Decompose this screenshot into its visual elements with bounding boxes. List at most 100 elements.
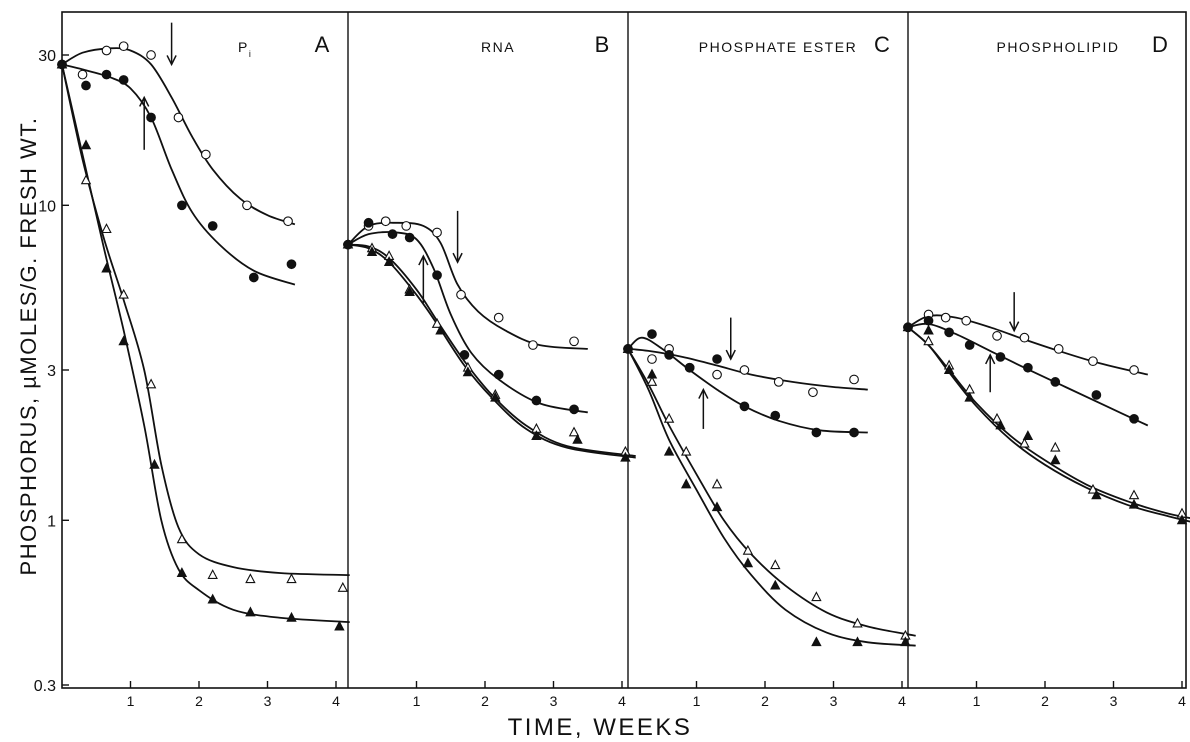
data-point-filled-triangle <box>620 451 631 462</box>
data-point-open-triangle <box>646 375 658 386</box>
data-point-open-circle <box>1053 344 1064 354</box>
panel-title: PHOSPHOLIPID <box>996 39 1119 55</box>
data-point-filled-circle <box>81 80 91 91</box>
data-point-filled-circle <box>118 75 129 85</box>
data-point-open-circle <box>493 312 504 323</box>
data-point-filled-circle <box>286 259 297 270</box>
data-point-filled-triangle <box>118 335 129 346</box>
data-point-filled-triangle <box>1128 498 1140 509</box>
series-curve-filled-triangle <box>61 64 350 623</box>
panel-title: RNA <box>481 39 515 55</box>
data-point-filled-triangle <box>680 478 692 489</box>
arrow-down-head <box>725 349 736 361</box>
data-point-open-triangle <box>207 569 218 579</box>
data-point-filled-triangle <box>1176 514 1188 525</box>
data-point-open-triangle <box>286 573 297 584</box>
data-point-open-triangle <box>101 223 112 234</box>
data-point-open-triangle <box>711 478 723 489</box>
data-point-filled-circle <box>647 329 657 339</box>
panel-title: Pi <box>238 39 252 59</box>
series-curve-filled-circle <box>61 63 296 286</box>
data-point-open-circle <box>773 377 784 387</box>
data-point-open-triangle <box>663 412 675 423</box>
panel-letter: D <box>1152 32 1168 57</box>
data-point-filled-triangle <box>404 286 415 297</box>
data-point-filled-triangle <box>572 433 583 444</box>
plot-frame-border <box>61 11 1187 689</box>
data-point-filled-triangle <box>286 611 297 622</box>
arrow-down-head <box>452 252 463 264</box>
data-point-filled-triangle <box>646 368 658 379</box>
data-point-open-circle <box>940 312 951 323</box>
arrow-down-head <box>1009 321 1020 333</box>
data-point-filled-triangle <box>852 636 863 647</box>
data-point-filled-triangle <box>1050 454 1061 465</box>
data-point-filled-circle <box>964 340 975 350</box>
data-point-filled-triangle <box>742 557 754 568</box>
data-point-open-circle <box>101 45 112 56</box>
data-point-open-circle <box>849 374 859 385</box>
data-point-filled-triangle <box>342 238 354 249</box>
data-point-filled-circle <box>493 369 504 380</box>
x-tick-label: 4 <box>1178 693 1186 709</box>
data-point-filled-triangle <box>811 636 822 647</box>
data-point-filled-circle <box>739 401 750 412</box>
data-point-filled-circle <box>1129 413 1139 424</box>
arrow-up-head <box>139 95 150 107</box>
data-point-open-triangle <box>145 378 157 389</box>
data-point-filled-circle <box>849 427 859 438</box>
x-tick-label: 1 <box>973 693 981 709</box>
x-axis-label: TIME, WEEKS <box>508 714 693 741</box>
x-tick-label: 1 <box>413 693 421 709</box>
data-point-open-triangle <box>770 559 781 570</box>
data-point-filled-circle <box>811 427 822 438</box>
data-point-open-triangle <box>1050 441 1061 452</box>
x-tick-label: 2 <box>761 693 769 709</box>
series-curve-open-triangle <box>61 64 350 576</box>
data-point-filled-triangle <box>101 262 112 273</box>
panel-title-main: PHOSPHATE ESTER <box>699 39 857 55</box>
data-point-open-circle <box>401 221 412 231</box>
x-tick-label: 2 <box>481 693 489 709</box>
data-point-open-circle <box>432 227 442 238</box>
x-tick-label: 2 <box>1041 693 1049 709</box>
data-point-filled-triangle <box>334 620 345 631</box>
data-point-open-triangle <box>811 591 822 602</box>
data-point-filled-triangle <box>462 366 474 377</box>
data-point-open-triangle <box>964 383 975 394</box>
panel-title: PHOSPHATE ESTER <box>699 39 857 55</box>
data-point-open-circle <box>77 69 88 80</box>
data-point-open-circle <box>712 369 722 380</box>
x-tick-label: 3 <box>830 693 838 709</box>
series-curve-open-circle <box>627 348 868 391</box>
arrow-down-head <box>166 55 177 67</box>
data-point-filled-triangle <box>900 636 911 647</box>
x-tick-label: 3 <box>1110 693 1118 709</box>
data-point-open-triangle <box>1087 483 1099 494</box>
x-tick-label: 2 <box>195 693 203 709</box>
panel-letter: B <box>595 32 610 57</box>
panel-title-main: P <box>238 39 249 55</box>
data-point-open-triangle <box>118 288 129 299</box>
series-curve-open-circle <box>61 47 296 226</box>
data-point-filled-triangle <box>366 246 378 257</box>
data-point-filled-circle <box>664 350 674 360</box>
data-point-filled-circle <box>1050 377 1061 387</box>
data-point-filled-triangle <box>56 58 68 69</box>
data-point-open-triangle <box>80 174 92 185</box>
x-tick-label: 4 <box>618 693 626 709</box>
data-point-open-triangle <box>1019 437 1030 448</box>
series-curve-filled-circle <box>347 231 588 414</box>
data-point-filled-triangle <box>622 342 634 353</box>
data-point-filled-triangle <box>711 501 723 512</box>
data-point-filled-circle <box>363 217 374 228</box>
y-tick-label: 30 <box>38 48 56 65</box>
arrow-up-head <box>698 387 709 399</box>
data-point-filled-circle <box>944 327 954 338</box>
data-point-filled-circle <box>923 315 934 326</box>
x-tick-label: 4 <box>332 693 340 709</box>
data-point-open-circle <box>456 289 466 300</box>
y-tick-label: 1 <box>47 513 56 530</box>
data-point-open-circle <box>528 340 538 350</box>
